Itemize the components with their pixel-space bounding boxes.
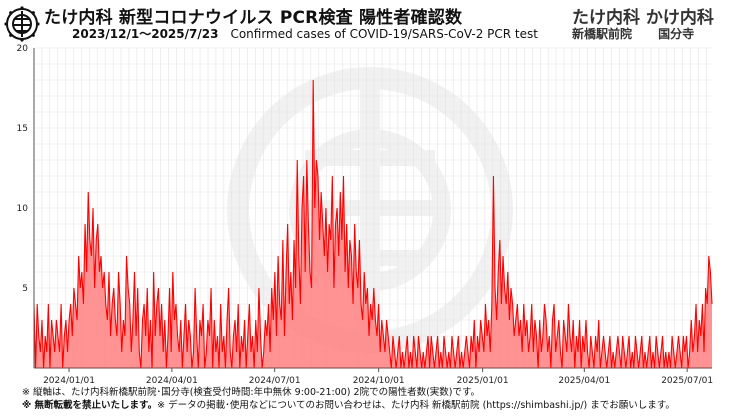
- clinic-names: たけ内科 かけ内科: [572, 8, 714, 28]
- footnote-copyright: ※ 無断転載を禁止いたします。※ データの掲載･使用などについてのお問い合わせは…: [22, 399, 675, 412]
- date-range: 2023/12/1～2025/7/23: [72, 27, 219, 41]
- x-tick-label: 2024/07/01: [249, 376, 301, 386]
- y-tick-label: 5: [22, 284, 28, 294]
- footnotes: ※ 縦軸は、たけ内科新橋駅前院･国分寺(検査受付時間:年中無休 9:00-21:…: [22, 386, 675, 412]
- footnote-no-reprint: ※ 無断転載を禁止いたします。: [22, 400, 158, 411]
- y-tick-label: 20: [17, 44, 29, 54]
- x-tick-label: 2025/07/01: [661, 376, 713, 386]
- x-tick-label: 2025/01/01: [457, 376, 509, 386]
- y-axis-ticks: 5 10 15 20: [17, 44, 29, 294]
- footnote-contact: ※ データの掲載･使用などについてのお問い合わせは、たけ内科 新橋駅前院 (ht…: [157, 400, 675, 411]
- cases-line: [33, 79, 713, 369]
- x-axis-ticks: 2024/01/01 2024/04/01 2024/07/01 2024/10/01…: [43, 368, 713, 386]
- chart-subtitle: 2023/12/1～2025/7/23 Confirmed cases of CO…: [72, 25, 538, 42]
- y-tick-label: 10: [17, 204, 29, 214]
- clinic-locations: 新橋駅前院 国分寺: [572, 27, 695, 41]
- header: たけ内科 新型コロナウイルス PCR検査 陽性者確認数 2023/12/1～20…: [0, 0, 740, 46]
- chart-title: たけ内科 新型コロナウイルス PCR検査 陽性者確認数: [44, 8, 463, 28]
- y-tick-label: 15: [17, 124, 28, 134]
- chart-axes: [33, 48, 712, 369]
- footnote-axis: ※ 縦軸は、たけ内科新橋駅前院･国分寺(検査受付時間:年中無休 9:00-21:…: [22, 387, 481, 398]
- x-tick-label: 2024/01/01: [43, 376, 95, 386]
- x-tick-label: 2024/10/01: [353, 376, 405, 386]
- clinic-logo-icon: [4, 6, 40, 42]
- subtitle-english: Confirmed cases of COVID-19/SARS-CoV-2 P…: [230, 27, 538, 41]
- x-tick-label: 2024/04/01: [146, 376, 198, 386]
- x-tick-label: 2025/04/01: [558, 376, 610, 386]
